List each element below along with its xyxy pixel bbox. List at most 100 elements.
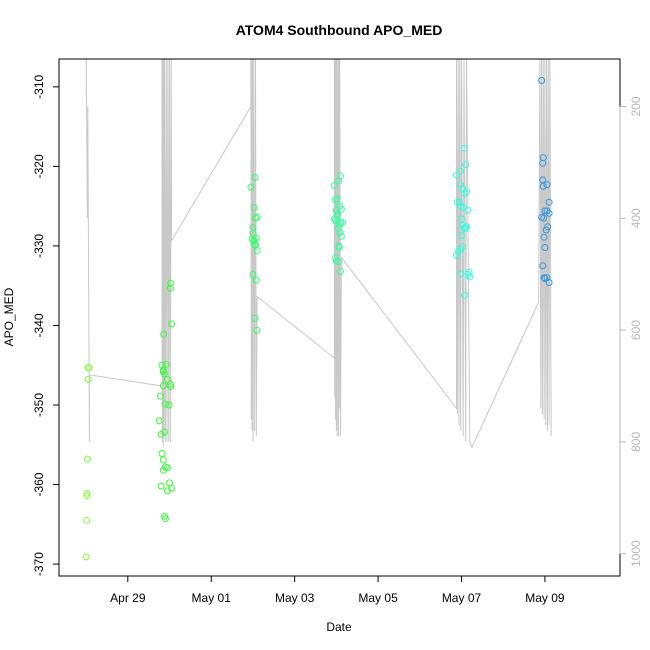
data-point — [332, 217, 339, 224]
data-point — [253, 326, 261, 334]
data-point — [457, 270, 465, 278]
data-point — [251, 240, 259, 248]
right-tick-label: 400 — [629, 208, 643, 228]
pressure-profile-layer — [85, 59, 552, 449]
data-point — [253, 213, 261, 221]
data-point — [160, 330, 168, 338]
right-tick-label: 800 — [629, 432, 643, 452]
data-point — [159, 382, 167, 390]
data-point — [167, 279, 175, 287]
x-tick-label: May 07 — [442, 591, 482, 605]
data-point — [463, 188, 470, 196]
data-point — [458, 243, 466, 251]
y-tick-label: -370 — [32, 552, 46, 576]
data-point — [251, 314, 259, 322]
data-point — [335, 224, 342, 232]
data-point — [453, 252, 460, 259]
data-point — [539, 182, 547, 190]
data-point — [545, 279, 553, 286]
data-point — [540, 233, 548, 241]
data-point — [337, 267, 344, 275]
y-tick-label: -350 — [32, 393, 46, 417]
data-point — [161, 370, 168, 378]
data-point — [84, 376, 92, 383]
data-point — [337, 172, 344, 180]
data-point — [162, 360, 170, 368]
y-tick-label: -340 — [32, 313, 46, 337]
data-point — [453, 171, 460, 179]
x-tick-label: May 03 — [275, 591, 315, 605]
data-point — [333, 212, 341, 220]
data-point — [543, 181, 551, 189]
data-point — [166, 284, 174, 292]
data-point — [167, 383, 175, 391]
data-point — [540, 274, 548, 282]
y-tick-label: -320 — [32, 154, 46, 178]
axes-layer: Apr 29 May 01 May 03 May 05 May 07 May 09 -370… — [32, 58, 643, 605]
data-point — [540, 214, 548, 222]
data-point — [458, 215, 465, 223]
data-point — [545, 209, 553, 217]
data-point — [165, 401, 173, 409]
data-point — [335, 244, 343, 251]
data-points-layer — [82, 77, 553, 561]
right-tick-label: 1000 — [629, 540, 643, 567]
chart-title: ATOM4 Southbound APO_MED — [236, 22, 443, 38]
data-point — [330, 182, 338, 189]
data-point — [333, 195, 341, 203]
data-point — [461, 291, 469, 299]
y-tick-label: -330 — [32, 234, 46, 258]
data-point — [458, 232, 465, 240]
data-point — [464, 206, 472, 214]
data-point — [161, 400, 169, 408]
data-point — [83, 516, 90, 524]
data-point — [158, 450, 166, 457]
data-point — [541, 244, 549, 251]
data-point — [545, 198, 553, 206]
data-point — [82, 553, 90, 561]
x-tick-label: Apr 29 — [110, 591, 146, 605]
data-point — [166, 380, 174, 388]
data-point — [251, 174, 259, 181]
data-point — [158, 361, 166, 369]
data-point — [83, 455, 91, 463]
data-point — [156, 392, 164, 400]
data-point — [155, 417, 163, 425]
x-tick-label: May 09 — [525, 591, 565, 605]
data-point — [250, 237, 258, 245]
right-tick-label: 200 — [629, 96, 643, 116]
y-axis-title: APO_MED — [2, 287, 16, 346]
data-point — [335, 258, 342, 266]
data-point — [83, 492, 91, 500]
data-point — [85, 364, 93, 372]
data-point — [541, 275, 549, 282]
data-point — [455, 198, 463, 206]
y-tick-label: -310 — [32, 75, 46, 99]
data-point — [463, 223, 470, 231]
data-point — [461, 189, 469, 197]
data-point — [159, 456, 167, 464]
data-point — [253, 247, 261, 255]
data-point — [161, 515, 169, 523]
data-point — [168, 320, 176, 328]
data-point — [460, 144, 468, 152]
data-point — [336, 228, 344, 236]
data-point — [249, 271, 257, 278]
data-point — [161, 428, 168, 436]
data-point — [163, 464, 171, 472]
data-point — [539, 262, 547, 270]
data-point — [466, 273, 474, 281]
x-tick-label: May 05 — [358, 591, 398, 605]
x-axis-title: Date — [326, 620, 352, 634]
data-point — [465, 268, 473, 276]
data-point — [168, 485, 176, 492]
data-point — [249, 224, 257, 232]
data-point — [83, 489, 91, 497]
data-point — [247, 183, 255, 191]
data-point — [542, 226, 550, 234]
data-point — [539, 159, 547, 167]
y-tick-label: -360 — [32, 472, 46, 496]
data-point — [157, 482, 165, 490]
pressure-profile-line — [85, 59, 552, 449]
